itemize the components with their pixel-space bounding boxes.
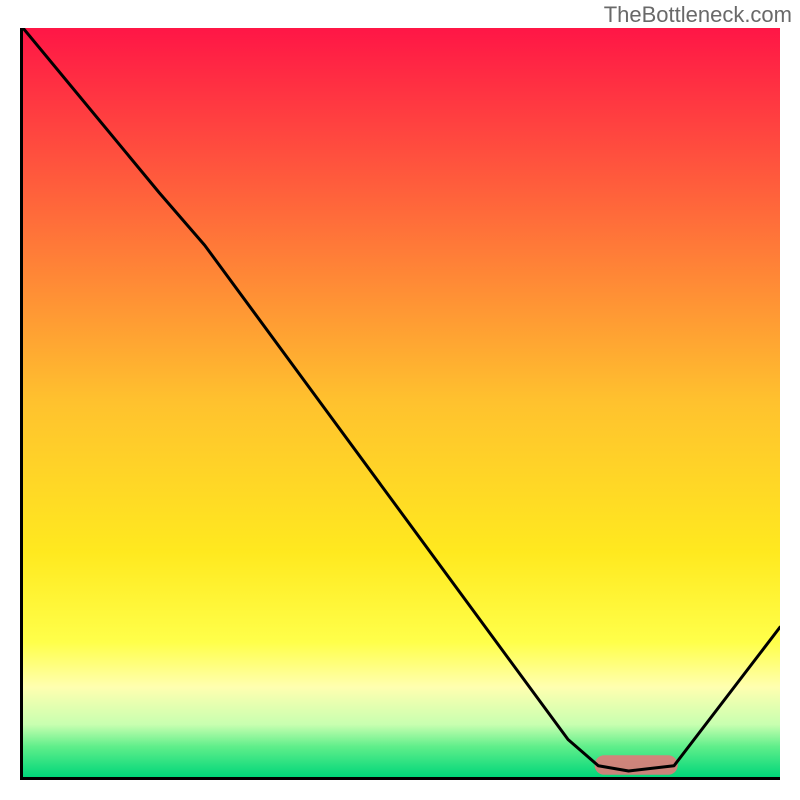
optimal-marker xyxy=(595,755,678,775)
watermark-text: TheBottleneck.com xyxy=(604,2,792,28)
chart-container: TheBottleneck.com xyxy=(0,0,800,800)
bottleneck-chart xyxy=(23,28,780,777)
plot-area xyxy=(20,28,780,780)
chart-background xyxy=(23,28,780,777)
